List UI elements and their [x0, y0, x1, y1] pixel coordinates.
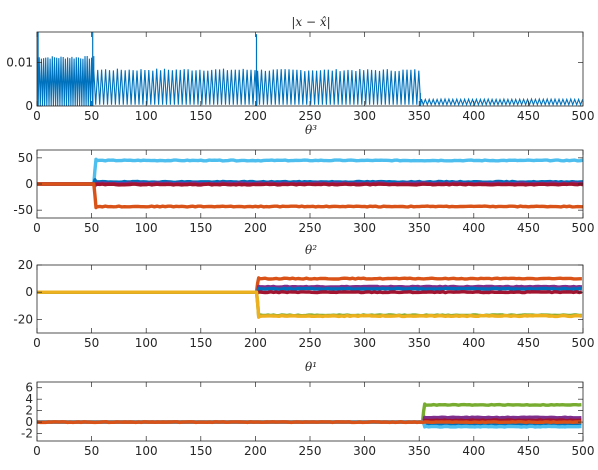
y-tick-label: -20	[13, 312, 33, 326]
x-tick-label: 100	[135, 336, 158, 350]
x-tick-label: 200	[244, 336, 267, 350]
x-tick-label: 500	[572, 221, 595, 235]
x-tick-label: 450	[517, 336, 540, 350]
x-tick-label: 100	[135, 444, 158, 458]
x-tick-label: 0	[33, 444, 41, 458]
x-tick-label: 350	[408, 336, 431, 350]
y-tick-label: 2	[25, 404, 33, 418]
series-line	[37, 284, 583, 295]
x-tick-label: 450	[517, 444, 540, 458]
x-tick-label: 100	[135, 221, 158, 235]
chart-title: θ²	[305, 243, 317, 257]
x-tick-label: 150	[189, 444, 212, 458]
y-tick-label: 0	[25, 177, 33, 191]
x-tick-label: 0	[33, 221, 41, 235]
chart-error: |x − x̂| 0 50 100 150 200 250 300 350 400 450 500 0…	[6, 15, 594, 123]
x-tick-label: 300	[353, 444, 376, 458]
y-tick-label: 0	[25, 285, 33, 299]
x-tick-label: 100	[135, 109, 158, 123]
x-tick-label: 350	[408, 109, 431, 123]
x-tick-label: 300	[353, 221, 376, 235]
y-tick-label: -50	[13, 203, 33, 217]
x-tick-label: 150	[189, 109, 212, 123]
x-tick-label: 0	[33, 336, 41, 350]
y-tick-label: 20	[18, 258, 33, 272]
x-tick-label: 50	[84, 109, 99, 123]
x-tick-label: 250	[299, 444, 322, 458]
chart-title: θ³	[305, 123, 317, 137]
y-tick-label: -2	[21, 427, 33, 441]
chart-title: |x − x̂|	[291, 15, 330, 29]
series-line	[37, 286, 582, 295]
x-tick-label: 50	[84, 444, 99, 458]
y-tick-label: 50	[18, 151, 33, 165]
plot-area	[37, 157, 583, 210]
x-tick-label: 400	[462, 221, 485, 235]
series-line	[37, 55, 583, 106]
x-tick-label: 450	[517, 109, 540, 123]
x-tick-label: 400	[462, 109, 485, 123]
x-tick-label: 500	[572, 109, 595, 123]
x-tick-label: 250	[299, 221, 322, 235]
x-tick-label: 0	[33, 109, 41, 123]
series-line	[37, 402, 582, 424]
y-tick-label: 6	[25, 381, 33, 395]
series-line	[37, 157, 583, 186]
chart-title: θ¹	[305, 360, 317, 374]
x-tick-label: 50	[84, 221, 99, 235]
plot-area	[37, 402, 582, 429]
series-line	[37, 290, 583, 295]
y-tick-label: 0.01	[6, 55, 33, 69]
x-tick-label: 200	[244, 221, 267, 235]
x-tick-label: 500	[572, 336, 595, 350]
y-tick-label: 4	[25, 392, 33, 406]
axes-frame	[36, 381, 584, 442]
plot-area	[37, 276, 583, 319]
x-tick-label: 150	[189, 221, 212, 235]
series-line	[37, 415, 582, 425]
x-tick-label: 250	[299, 336, 322, 350]
plot-area	[37, 32, 583, 106]
x-tick-label: 200	[244, 444, 267, 458]
x-tick-label: 50	[84, 336, 99, 350]
x-tick-label: 150	[189, 336, 212, 350]
x-tick-label: 400	[462, 336, 485, 350]
x-tick-label: 500	[572, 444, 595, 458]
x-tick-label: 400	[462, 444, 485, 458]
series-line	[37, 290, 582, 319]
x-tick-label: 250	[299, 109, 322, 123]
series-line	[37, 182, 583, 210]
x-tick-label: 450	[517, 221, 540, 235]
x-tick-label: 300	[353, 336, 376, 350]
series-line	[37, 290, 583, 319]
x-tick-label: 350	[408, 444, 431, 458]
x-tick-label: 350	[408, 221, 431, 235]
series-line	[37, 420, 581, 425]
series-line	[37, 182, 583, 187]
y-tick-label: 0	[25, 415, 33, 429]
y-tick-label: 0	[25, 99, 33, 113]
x-tick-label: 300	[353, 109, 376, 123]
x-tick-label: 200	[244, 109, 267, 123]
axes-frame	[36, 264, 584, 334]
series-line	[37, 420, 582, 429]
series-line	[37, 276, 582, 294]
